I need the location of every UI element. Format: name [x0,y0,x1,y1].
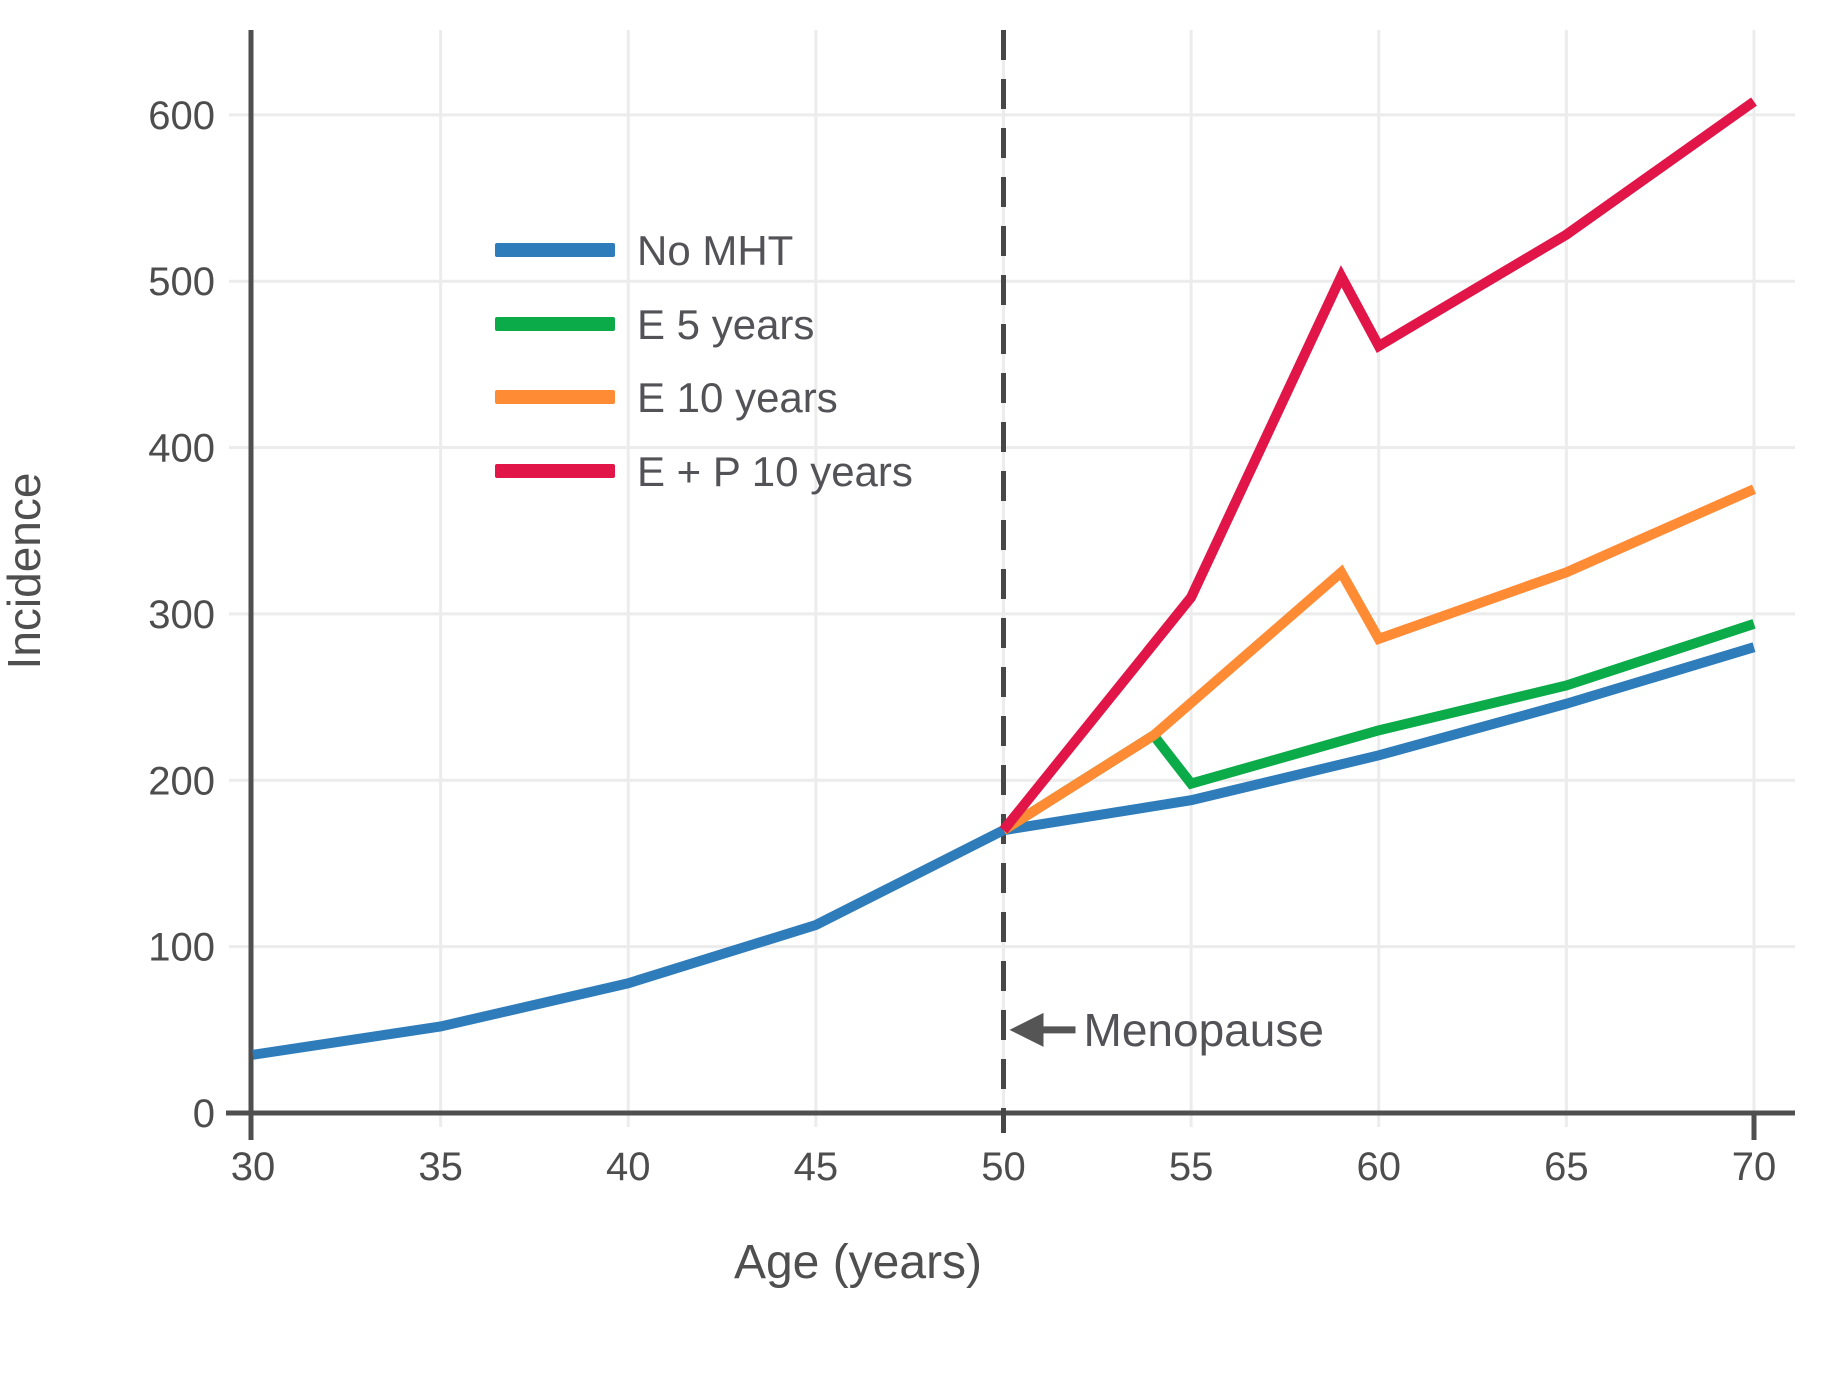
x-tick-label: 50 [981,1145,1026,1189]
menopause-annotation: Menopause [1009,1004,1324,1056]
annotation-layer: Menopause [1009,1004,1324,1056]
legend-item-e-p-10-years[interactable]: E + P 10 years [495,448,913,495]
legend-label: No MHT [637,227,793,274]
x-tick-label: 45 [794,1145,839,1189]
series-line-e-10-years [1000,484,1757,835]
x-tick-label: 40 [606,1145,651,1189]
y-tick-label: 600 [148,94,215,138]
x-tick-label: 65 [1544,1145,1589,1189]
y-axis-title: Incidence [0,473,50,670]
x-tick-label: 55 [1169,1145,1214,1189]
x-tick-label: 30 [231,1145,276,1189]
legend-item-no-mht[interactable]: No MHT [495,227,793,274]
x-tick-label: 35 [418,1145,463,1189]
legend-label: E + P 10 years [637,448,913,495]
x-tick-label: 70 [1732,1145,1777,1189]
legend-label: E 10 years [637,374,838,421]
legend-swatch [495,243,615,257]
legend-swatch [495,390,615,404]
legend: No MHT E 5 years E 10 years E + P 10 years [495,227,913,495]
legend-item-e-10-years[interactable]: E 10 years [495,374,838,421]
series-layer [252,97,1757,1060]
left-arrow-icon [1009,1012,1044,1047]
y-tick-label: 400 [148,427,215,471]
y-tick-label: 100 [148,926,215,970]
y-tick-label: 500 [148,260,215,304]
x-axis-title: Age (years) [734,1236,982,1289]
legend-label: E 5 years [637,301,814,348]
series-line-e-p-10-years [999,97,1757,834]
y-tick-label: 300 [148,593,215,637]
axis-layer: 30 35 40 45 50 55 60 65 70 0 100 200 300 400 500 600 [148,30,1795,1189]
y-tick-label: 200 [148,759,215,803]
legend-swatch [495,464,615,478]
legend-item-e-5-years[interactable]: E 5 years [495,301,814,348]
x-tick-label: 60 [1357,1145,1402,1189]
legend-swatch [495,317,615,331]
grid-layer [229,30,1795,1127]
annotation-text: Menopause [1084,1004,1324,1056]
y-tick-label: 0 [193,1092,215,1136]
